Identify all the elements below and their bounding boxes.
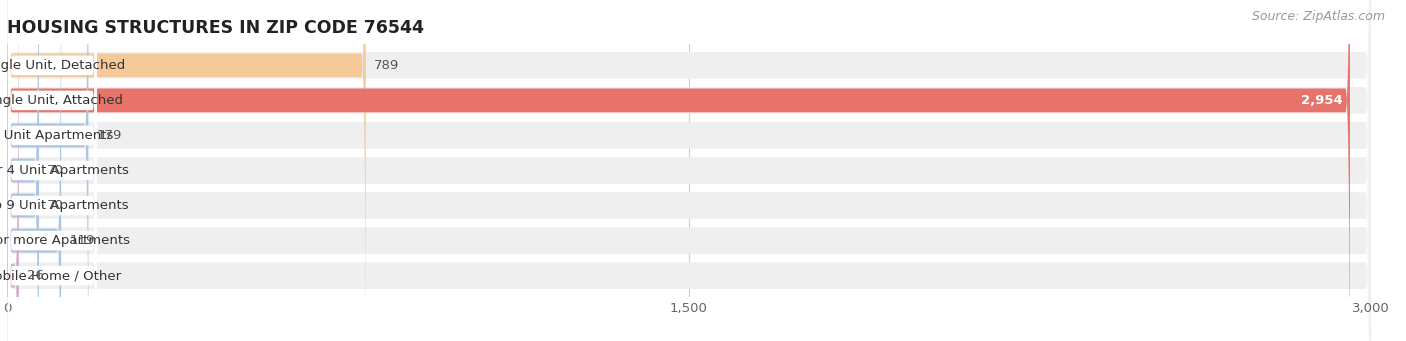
Text: 70: 70: [46, 199, 63, 212]
Text: Single Unit, Attached: Single Unit, Attached: [0, 94, 122, 107]
FancyBboxPatch shape: [7, 0, 1371, 341]
Text: Source: ZipAtlas.com: Source: ZipAtlas.com: [1251, 10, 1385, 23]
Text: 179: 179: [97, 129, 122, 142]
FancyBboxPatch shape: [7, 0, 1371, 341]
FancyBboxPatch shape: [7, 0, 89, 341]
FancyBboxPatch shape: [8, 0, 97, 341]
Text: 2,954: 2,954: [1302, 94, 1343, 107]
FancyBboxPatch shape: [8, 0, 97, 341]
FancyBboxPatch shape: [7, 0, 60, 341]
FancyBboxPatch shape: [7, 0, 1350, 341]
FancyBboxPatch shape: [7, 0, 1371, 341]
Text: 10 or more Apartments: 10 or more Apartments: [0, 234, 131, 247]
Text: 119: 119: [69, 234, 94, 247]
FancyBboxPatch shape: [7, 0, 39, 341]
Text: 70: 70: [46, 164, 63, 177]
Text: HOUSING STRUCTURES IN ZIP CODE 76544: HOUSING STRUCTURES IN ZIP CODE 76544: [7, 19, 425, 37]
Text: 26: 26: [27, 269, 44, 282]
Text: 2 Unit Apartments: 2 Unit Apartments: [0, 129, 114, 142]
FancyBboxPatch shape: [7, 0, 1371, 341]
FancyBboxPatch shape: [7, 0, 1371, 341]
Text: Mobile Home / Other: Mobile Home / Other: [0, 269, 121, 282]
Text: Single Unit, Detached: Single Unit, Detached: [0, 59, 125, 72]
FancyBboxPatch shape: [8, 0, 97, 341]
Text: 5 to 9 Unit Apartments: 5 to 9 Unit Apartments: [0, 199, 128, 212]
Text: 3 or 4 Unit Apartments: 3 or 4 Unit Apartments: [0, 164, 129, 177]
FancyBboxPatch shape: [7, 0, 39, 341]
Text: 789: 789: [374, 59, 399, 72]
FancyBboxPatch shape: [8, 0, 97, 341]
FancyBboxPatch shape: [8, 0, 97, 341]
FancyBboxPatch shape: [7, 0, 1371, 341]
FancyBboxPatch shape: [7, 0, 18, 341]
FancyBboxPatch shape: [8, 0, 97, 341]
FancyBboxPatch shape: [7, 0, 1371, 341]
FancyBboxPatch shape: [8, 0, 97, 341]
FancyBboxPatch shape: [7, 0, 366, 341]
